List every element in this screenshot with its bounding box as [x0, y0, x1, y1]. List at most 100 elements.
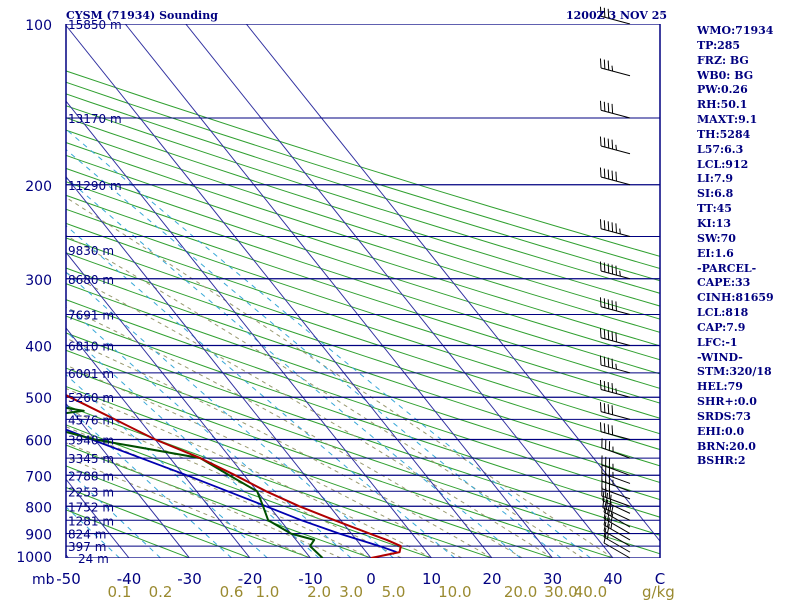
- height-label: 2788 m: [68, 469, 114, 483]
- index-item: LCL:912: [697, 157, 749, 171]
- isotherm-line: [66, 327, 251, 558]
- index-item: -PARCEL-: [697, 261, 757, 275]
- chart-title: CYSM (71934) Sounding: [66, 9, 218, 22]
- index-item: PW:0.26: [697, 83, 748, 97]
- wind-barb: [601, 438, 631, 459]
- pressure-tick-label: 800: [25, 500, 52, 516]
- index-item: CAP:7.9: [697, 320, 746, 334]
- temperature-tick-label: -40: [117, 570, 142, 588]
- pressure-tick-label: 100: [25, 18, 52, 34]
- wind-barb: [602, 498, 631, 521]
- mixing-ratio-tick-label: 20.0: [504, 583, 537, 600]
- height-label: 15850 m: [68, 18, 122, 32]
- mixing-ratio-unit-label: g/kg: [642, 583, 675, 600]
- isotherm-line: [66, 402, 190, 558]
- height-label: 6810 m: [68, 340, 114, 354]
- index-item: CAPE:33: [697, 276, 751, 290]
- dewpoint-trace: [66, 406, 324, 558]
- isotherm-line: [124, 24, 553, 558]
- index-item: RH:50.1: [697, 98, 748, 112]
- height-label: 11290 m: [68, 179, 122, 193]
- temperature-tick-label: 30: [543, 570, 562, 588]
- height-label: 3345 m: [68, 452, 114, 466]
- parcel-trace: [66, 428, 397, 553]
- mixing-ratio-tick-label: 3.0: [339, 583, 363, 600]
- height-label: 824 m: [68, 528, 106, 542]
- wind-barb: [603, 527, 631, 553]
- temperature-trace: [66, 393, 402, 558]
- wind-barb: [599, 100, 631, 119]
- height-label: 3940 m: [68, 434, 114, 448]
- height-label: 13170 m: [68, 112, 122, 126]
- wind-barb: [599, 422, 631, 441]
- height-label: 24 m: [78, 552, 109, 566]
- mixing-ratio-line: [66, 271, 394, 558]
- isotherm-line: [0, 24, 8, 558]
- mixing-ratio-tick-label: 0.2: [149, 583, 173, 600]
- index-item: L57:6.3: [697, 142, 744, 156]
- index-item: KI:13: [697, 216, 732, 230]
- mixing-ratio-tick-label: 5.0: [382, 583, 406, 600]
- index-item: WMO:71934: [697, 24, 774, 37]
- wind-barb: [599, 328, 631, 346]
- pressure-tick-label: 200: [25, 179, 52, 195]
- pressure-tick-label: 900: [25, 528, 52, 544]
- index-item: LCL:818: [697, 306, 749, 320]
- index-item: WB0: BG: [697, 68, 754, 82]
- temperature-tick-label: -50: [56, 570, 81, 588]
- mixing-ratio-tick-label: 1.0: [255, 583, 279, 600]
- index-item: LI:7.9: [697, 172, 734, 186]
- height-label: 1752 m: [68, 500, 114, 514]
- index-item: BRN:20.0: [697, 439, 756, 453]
- wind-barb: [599, 402, 631, 420]
- pressure-tick-label: 300: [25, 273, 52, 289]
- wind-barb: [599, 219, 631, 237]
- mixing-ratio-tick-label: 0.6: [220, 583, 244, 600]
- wind-barb: [603, 515, 631, 541]
- index-item: TH:5284: [697, 127, 751, 141]
- dry-adiabat-line: [66, 315, 660, 518]
- index-item: MAXT:9.1: [697, 113, 758, 127]
- isotherm-line: [185, 24, 614, 558]
- index-item: STM:320/18: [697, 365, 772, 379]
- wind-barbs: [599, 6, 631, 559]
- isotherm-line: [66, 100, 432, 558]
- height-label: 2253 m: [68, 485, 114, 499]
- index-item: EI:1.6: [697, 246, 734, 260]
- pressure-tick-label: 1000: [16, 550, 52, 566]
- chart-timestamp: 1200Z 3 NOV 25: [566, 9, 668, 22]
- pressure-tick-label: 400: [25, 340, 52, 356]
- pressure-unit-label: mb: [32, 572, 55, 588]
- isotherm-line: [66, 24, 493, 558]
- wind-barb: [599, 297, 631, 316]
- index-item: -WIND-: [697, 350, 743, 364]
- pressure-tick-label: 500: [25, 391, 52, 407]
- index-item: FRZ: BG: [697, 53, 749, 67]
- height-label: 5260 m: [68, 391, 114, 405]
- mixing-ratio-tick-label: 10.0: [438, 583, 471, 600]
- index-item: SW:70: [697, 231, 736, 245]
- mixing-ratio-tick-label: 40.0: [574, 583, 607, 600]
- height-label: 9830 m: [68, 244, 114, 258]
- height-label: 6001 m: [68, 367, 114, 381]
- temperature-tick-label: 0: [366, 570, 376, 588]
- wind-barb: [603, 533, 631, 559]
- moist-adiabat-line: [66, 337, 493, 558]
- temperature-tick-label: -30: [177, 570, 202, 588]
- wind-barb: [599, 6, 631, 25]
- height-label: 1281 m: [68, 514, 114, 528]
- wind-barb: [599, 58, 631, 77]
- index-item: SRDS:73: [697, 409, 751, 423]
- wind-barb: [599, 379, 631, 398]
- index-item: LFC:-1: [697, 335, 738, 349]
- index-item: TP:285: [697, 38, 741, 52]
- index-item: EHI:0.0: [697, 424, 745, 438]
- mixing-ratio-tick-label: 2.0: [307, 583, 331, 600]
- temperature-tick-label: 20: [482, 570, 501, 588]
- wind-barb: [599, 167, 631, 186]
- wind-barb: [601, 455, 631, 476]
- index-item: CINH:81659: [697, 291, 774, 305]
- diagram-lines: [0, 24, 660, 558]
